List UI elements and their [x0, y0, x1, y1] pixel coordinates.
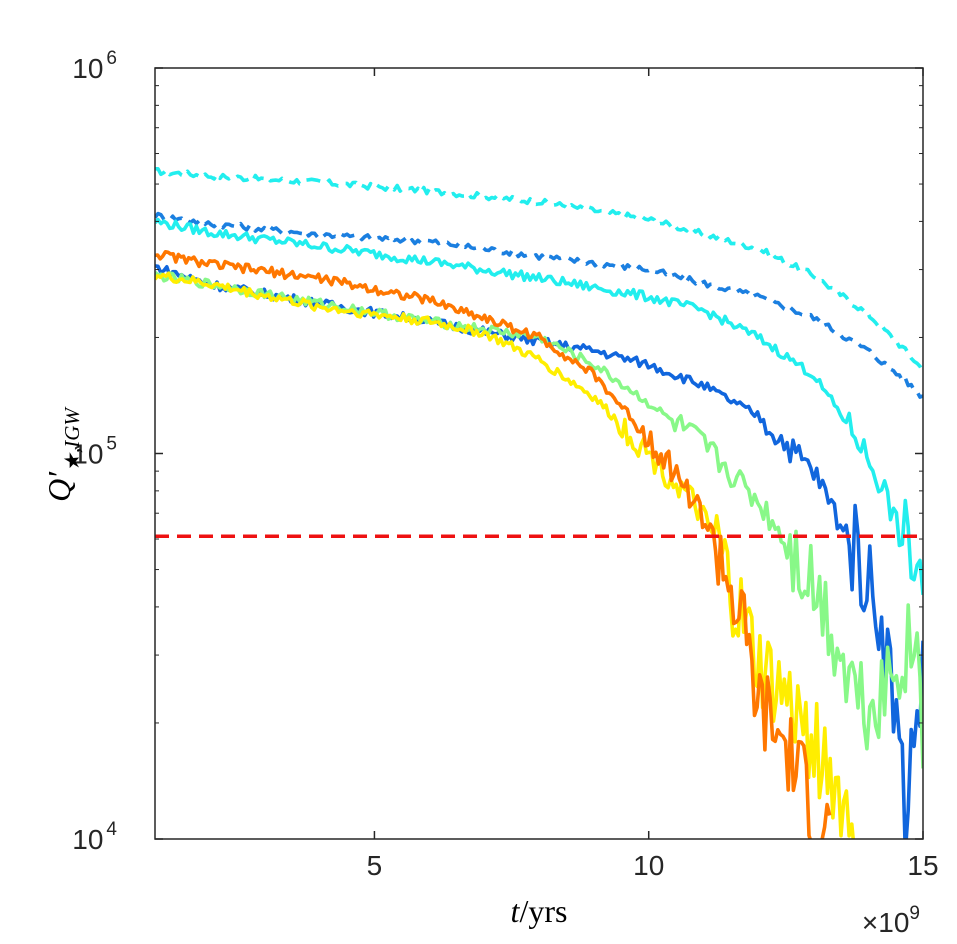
x-tick-label: 15 [907, 850, 938, 881]
series-layer [155, 167, 923, 839]
label-layer: t/yrs ×109 Q′★,IGW [41, 406, 920, 938]
series-line [155, 250, 832, 839]
series-line [155, 211, 923, 399]
y-tick-label: 10 5 [72, 434, 117, 470]
x-tick-label: 5 [367, 850, 383, 881]
x-axis-label-unit: /yrs [519, 893, 567, 929]
series-line [155, 217, 923, 595]
y-tick-label: 10 4 [72, 819, 117, 855]
svg-text:Q′★,IGW: Q′★,IGW [41, 406, 84, 502]
y-tick-label: 10 6 [72, 48, 117, 84]
series-line [155, 167, 923, 374]
x-multiplier: ×109 [862, 903, 920, 938]
x-axis-label: t/yrs [511, 893, 568, 929]
y-axis-label-subscript: ★,IGW [60, 406, 84, 472]
y-axis-label: Q′★,IGW [41, 406, 84, 502]
x-multiplier-prefix: ×10 [862, 907, 910, 938]
x-axis-label-var: t [511, 893, 521, 929]
x-tick-label: 10 [633, 850, 664, 881]
y-axis-label-prime: ′ [41, 471, 77, 479]
x-multiplier-exponent: 9 [909, 903, 920, 924]
y-axis-label-symbol: Q [41, 479, 77, 502]
tick-layer: 5 10 15 10 4 10 5 10 6 [72, 48, 938, 881]
